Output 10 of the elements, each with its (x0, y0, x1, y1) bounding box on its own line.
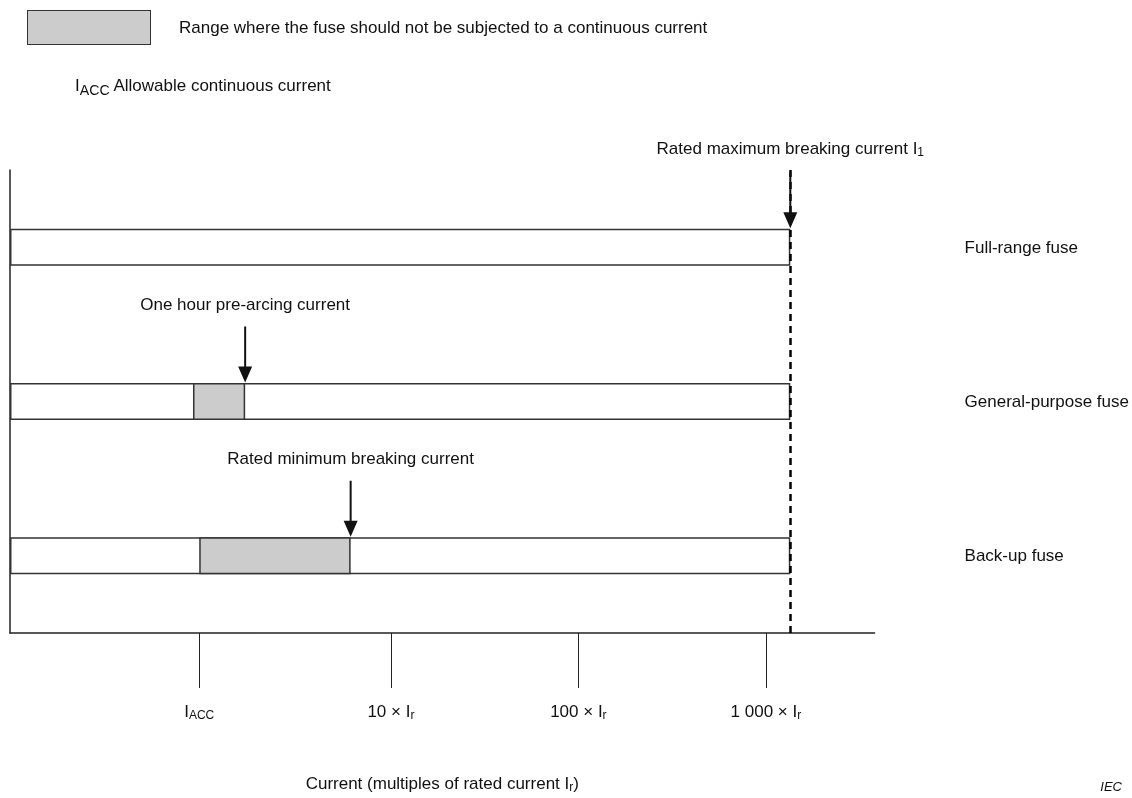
y-tick-label: General-purpose fuse (964, 392, 1130, 411)
text: I$_{ACC}$ Allowable continuous current (75, 76, 331, 99)
annotation: One hour pre-arcing current (140, 294, 351, 314)
annotation: Rated minimum breaking current (227, 448, 475, 468)
text: IEC (1100, 779, 1122, 794)
y-tick-label: Full-range fuse (964, 237, 1078, 257)
bar (10, 228, 791, 266)
y-tick-label: Back-up fuse (964, 546, 1064, 566)
text: Range where the fuse should not be subjected to a continuous current (179, 17, 708, 38)
bar (10, 382, 791, 421)
